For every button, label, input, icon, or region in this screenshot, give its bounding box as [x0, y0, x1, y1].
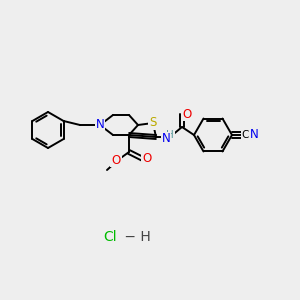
Text: O: O	[142, 152, 152, 166]
Text: N: N	[162, 133, 170, 146]
Text: S: S	[149, 116, 157, 130]
Text: O: O	[182, 107, 192, 121]
Text: N: N	[96, 118, 104, 131]
Text: Cl: Cl	[103, 230, 117, 244]
Text: O: O	[111, 154, 121, 166]
Text: − H: − H	[120, 230, 151, 244]
Text: H: H	[166, 130, 174, 140]
Text: N: N	[250, 128, 258, 142]
Text: C: C	[242, 130, 249, 140]
